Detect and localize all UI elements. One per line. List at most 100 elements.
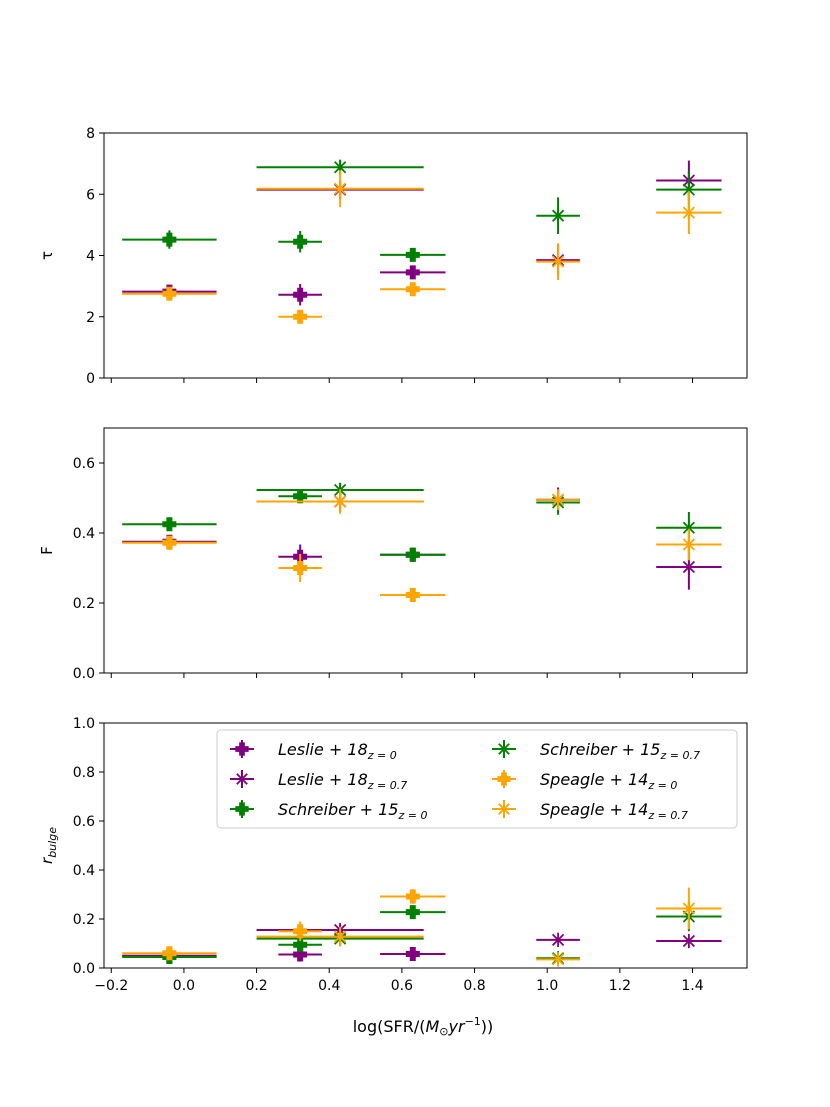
x-tick-label: 0.6 <box>391 978 413 994</box>
x-tick-label: 1.4 <box>681 978 703 994</box>
data-point <box>122 230 217 249</box>
data-point <box>380 247 446 262</box>
marker-plus-filled <box>405 947 420 962</box>
data-layer <box>122 159 722 324</box>
data-point <box>536 952 580 967</box>
marker-plus-filled <box>235 742 249 756</box>
marker-plus-filled <box>293 287 308 302</box>
marker-plus-filled <box>162 517 177 532</box>
panel-middle: 0.0 0.2 0.4 0.6 F <box>38 427 748 682</box>
data-point <box>380 265 446 280</box>
data-point <box>278 554 322 582</box>
data-point <box>380 947 446 962</box>
panel-bottom: −0.2 0.0 0.2 0.4 0.6 0.8 1.0 1.2 1.40.00.20.40.6… <box>38 716 748 994</box>
y-axis-label: τ <box>38 251 56 260</box>
data-point <box>278 937 322 952</box>
y-tick-label: 0.2 <box>73 596 95 612</box>
legend-label: Leslie + 18z = 0 <box>278 740 397 762</box>
marker-plus-filled <box>293 309 308 324</box>
marker-plus-filled <box>293 937 308 952</box>
y-tick-label: 0.0 <box>73 666 95 682</box>
data-point <box>256 489 424 514</box>
panel-top: 0 2 4 6 8 τ <box>38 126 748 387</box>
x-axis-label: log(SFR/(M⊙yr−1)) <box>353 1015 494 1038</box>
y-tick-label: 1.0 <box>73 716 95 732</box>
x-tick-label: −0.2 <box>94 978 128 994</box>
legend-entry: Leslie + 18z = 0 <box>230 740 397 762</box>
legend-entry: Schreiber + 15z = 0 <box>230 800 427 822</box>
legend: Leslie + 18z = 0 Leslie + 18z = 0.7 Schrei… <box>216 729 738 829</box>
data-point <box>656 933 722 949</box>
data-point <box>278 947 322 962</box>
marker-plus-filled <box>293 924 308 939</box>
series <box>122 535 446 602</box>
series <box>122 889 446 961</box>
data-point <box>122 535 217 550</box>
data-point <box>380 547 446 562</box>
legend-entry: Leslie + 18z = 0.7 <box>230 770 407 792</box>
y-tick-label: 0.4 <box>73 863 95 879</box>
data-layer <box>122 887 722 967</box>
marker-plus-filled <box>405 889 420 904</box>
y-tick-label: 0.8 <box>73 765 95 781</box>
data-point <box>380 905 446 920</box>
data-layer <box>122 482 722 602</box>
series <box>122 230 446 262</box>
data-point <box>256 170 424 208</box>
legend-entry: Speagle + 14z = 0.7 <box>492 800 688 822</box>
legend-label: Leslie + 18z = 0.7 <box>278 770 407 792</box>
legend-label: Speagle + 14z = 0.7 <box>540 800 688 822</box>
axes-frame <box>103 722 748 969</box>
series <box>256 489 722 561</box>
marker-plus-filled <box>405 547 420 562</box>
data-point <box>656 544 722 590</box>
x-tick-label: 0.8 <box>463 978 485 994</box>
marker-plus-filled <box>162 535 177 550</box>
legend-label: Speagle + 14z = 0 <box>540 770 677 792</box>
data-point <box>122 946 217 961</box>
series <box>256 170 722 280</box>
y-tick-label: 0.2 <box>73 912 95 928</box>
y-axis-label: rbulge <box>38 827 59 864</box>
data-point <box>278 283 322 306</box>
marker-plus-filled <box>293 947 308 962</box>
y-tick-label: 0.6 <box>73 456 95 472</box>
data-point <box>278 231 322 253</box>
y-tick-label: 0.0 <box>73 961 95 977</box>
series <box>122 282 446 324</box>
marker-plus-filled <box>162 286 177 301</box>
axes-frame <box>103 427 748 674</box>
y-tick-label: 8 <box>86 126 95 142</box>
marker-plus-filled <box>293 234 308 249</box>
data-point <box>536 489 580 511</box>
marker-plus-filled <box>497 772 511 786</box>
legend-entry: Schreiber + 15z = 0.7 <box>492 740 700 762</box>
data-point <box>122 286 217 301</box>
data-point <box>536 932 580 947</box>
y-tick-label: 6 <box>86 187 95 203</box>
x-tick-label: 1.2 <box>609 978 631 994</box>
marker-plus-filled <box>405 265 420 280</box>
legend-label: Schreiber + 15z = 0 <box>278 800 427 822</box>
y-tick-label: 0.6 <box>73 814 95 830</box>
marker-plus-filled <box>405 905 420 920</box>
marker-plus-filled <box>162 232 177 247</box>
legend-entry: Speagle + 14z = 0 <box>492 770 677 792</box>
data-point <box>656 191 722 235</box>
data-point <box>278 309 322 324</box>
x-tick-label: 0.2 <box>245 978 267 994</box>
marker-plus-filled <box>293 561 308 575</box>
data-point <box>656 528 722 561</box>
data-point <box>256 926 424 947</box>
x-tick-label: 0.0 <box>173 978 195 994</box>
y-tick-label: 2 <box>86 310 95 326</box>
data-point <box>380 587 446 602</box>
data-point <box>380 282 446 297</box>
marker-plus-filled <box>235 802 249 816</box>
data-point <box>656 887 722 930</box>
data-point <box>380 889 446 904</box>
data-point <box>536 243 580 280</box>
y-tick-label: 4 <box>86 249 95 265</box>
